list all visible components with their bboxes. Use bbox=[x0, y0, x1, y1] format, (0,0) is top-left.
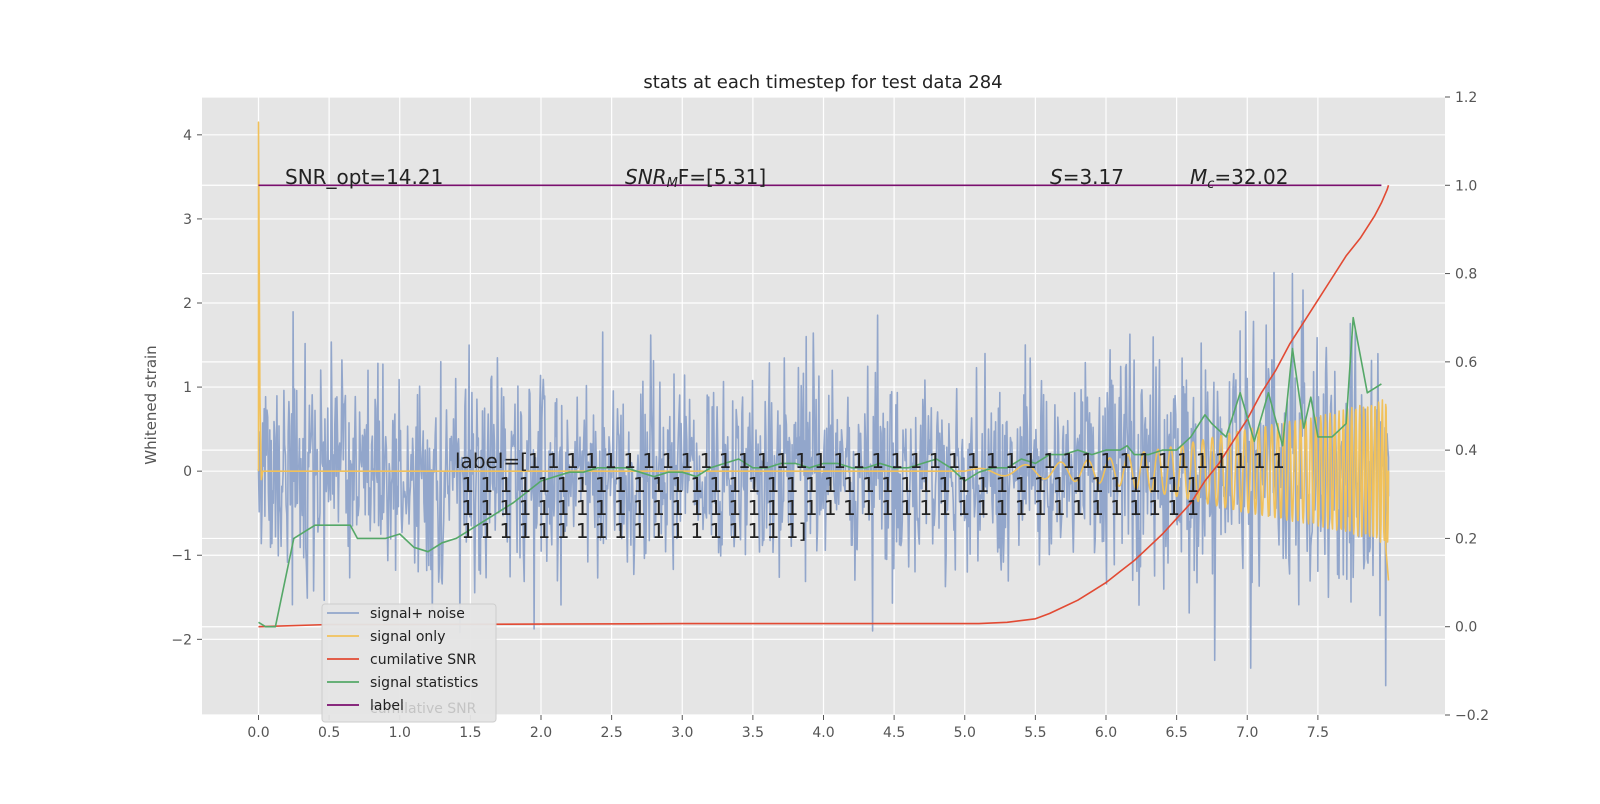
annotation-mc-value: =32.02 bbox=[1214, 165, 1288, 189]
x-tick-label: 2.0 bbox=[530, 725, 552, 741]
legend-signal-statistics-label: signal statistics bbox=[370, 675, 478, 691]
x-tick-label: 1.5 bbox=[459, 725, 481, 741]
y-right-tick-label: 1.2 bbox=[1455, 90, 1477, 106]
annotation-mc-name: M bbox=[1190, 165, 1207, 189]
x-tick-label: 3.5 bbox=[742, 725, 764, 741]
series-line-cumilative-snr bbox=[258, 185, 1390, 628]
x-tick-label: 0.5 bbox=[318, 725, 340, 741]
annotation-s-value: =3.17 bbox=[1063, 165, 1124, 189]
y-axis-label: Whitened strain bbox=[142, 345, 160, 464]
y-right-tick-label: 0.0 bbox=[1455, 620, 1477, 636]
x-tick-label: 4.0 bbox=[812, 725, 834, 741]
series-line-signal-statistics bbox=[258, 316, 1382, 628]
annotation-snr-mf: SNRMF=[5.31] bbox=[625, 165, 766, 191]
x-tick-label: 0.0 bbox=[247, 725, 269, 741]
annotation-snr-opt: SNR_opt=14.21 bbox=[285, 165, 443, 189]
annotation-snr-mf-sub: M bbox=[667, 176, 678, 191]
annotation-mc-sub: c bbox=[1207, 177, 1214, 192]
y-right-tick-label: 0.6 bbox=[1455, 355, 1477, 371]
x-tick-label: 6.0 bbox=[1095, 725, 1117, 741]
x-tick-label: 1.0 bbox=[389, 725, 411, 741]
annotation-mc: Mc=32.02 bbox=[1190, 165, 1288, 192]
x-tick-label: 4.5 bbox=[883, 725, 905, 741]
legend-items: signal+ noise signal only cumilative SNR si… bbox=[327, 606, 478, 714]
x-tick-label: 6.5 bbox=[1165, 725, 1187, 741]
y-right-tick-label: −0.2 bbox=[1455, 708, 1489, 724]
y-left-tick-label: −2 bbox=[171, 632, 192, 648]
legend-signal-only-label: signal only bbox=[370, 629, 445, 645]
label-array-line-4: 1 1 1 1 1 1 1 1 1 1 1 1 1 1 1 1 1 1] bbox=[455, 519, 806, 543]
x-tick-label: 5.0 bbox=[954, 725, 976, 741]
x-tick-label: 5.5 bbox=[1024, 725, 1046, 741]
y-left-tick-label: 3 bbox=[183, 212, 192, 228]
left-axis: −2 −1 0 1 2 3 4 bbox=[171, 128, 202, 648]
series-layer bbox=[257, 121, 1390, 687]
label-array-line-1: label=[1 1 1 1 1 1 1 1 1 1 1 1 1 1 1 1 1… bbox=[455, 449, 1285, 473]
annotation-s-name: S bbox=[1050, 165, 1063, 189]
y-left-tick-label: −1 bbox=[171, 548, 192, 564]
y-left-tick-label: 1 bbox=[183, 380, 192, 396]
annotation-snr-mf-name: SNR bbox=[625, 165, 667, 189]
label-array-line-2: 1 1 1 1 1 1 1 1 1 1 1 1 1 1 1 1 1 1 1 1 … bbox=[455, 473, 1199, 497]
x-tick-label: 2.5 bbox=[600, 725, 622, 741]
annotation-snr-mf-rest: F=[5.31] bbox=[678, 165, 766, 189]
x-tick-label: 7.5 bbox=[1307, 725, 1329, 741]
annotation-s: S=3.17 bbox=[1050, 165, 1124, 189]
y-left-tick-label: 0 bbox=[183, 464, 192, 480]
right-axis: −0.2 0.0 0.2 0.4 0.6 0.8 1.0 1.2 bbox=[1445, 90, 1489, 724]
series-line-signal-only bbox=[257, 121, 1390, 581]
label-array-line-3: 1 1 1 1 1 1 1 1 1 1 1 1 1 1 1 1 1 1 1 1 … bbox=[455, 496, 1199, 520]
legend-hidden-text: cumilative SNR bbox=[370, 701, 477, 717]
chart-title: stats at each timestep for test data 284 bbox=[643, 72, 1002, 93]
y-left-tick-label: 4 bbox=[183, 128, 192, 144]
series-line-signal-noise bbox=[257, 271, 1390, 687]
y-right-tick-label: 0.2 bbox=[1455, 531, 1477, 547]
y-left-tick-label: 2 bbox=[183, 296, 192, 312]
y-right-tick-label: 1.0 bbox=[1455, 178, 1477, 194]
legend-cumilative-snr-label: cumilative SNR bbox=[370, 652, 477, 668]
x-tick-label: 7.0 bbox=[1236, 725, 1258, 741]
legend: cumilative SNR signal+ noise signal only c… bbox=[321, 603, 497, 723]
legend-label-label: label bbox=[370, 698, 404, 714]
legend-box bbox=[321, 603, 497, 723]
annotations: SNR_opt=14.21 SNRMF=[5.31] S=3.17 Mc=32.… bbox=[285, 165, 1288, 543]
y-right-tick-label: 0.4 bbox=[1455, 443, 1477, 459]
y-right-tick-label: 0.8 bbox=[1455, 267, 1477, 283]
legend-signal-noise-label: signal+ noise bbox=[370, 606, 465, 622]
x-tick-label: 3.0 bbox=[671, 725, 693, 741]
annotation-label-array: label=[1 1 1 1 1 1 1 1 1 1 1 1 1 1 1 1 1… bbox=[455, 449, 1285, 543]
x-axis: 0.0 0.5 1.0 1.5 2.0 2.5 3.0 3.5 4.0 4.5 5.0 5.5 6.0 6… bbox=[247, 715, 1329, 741]
